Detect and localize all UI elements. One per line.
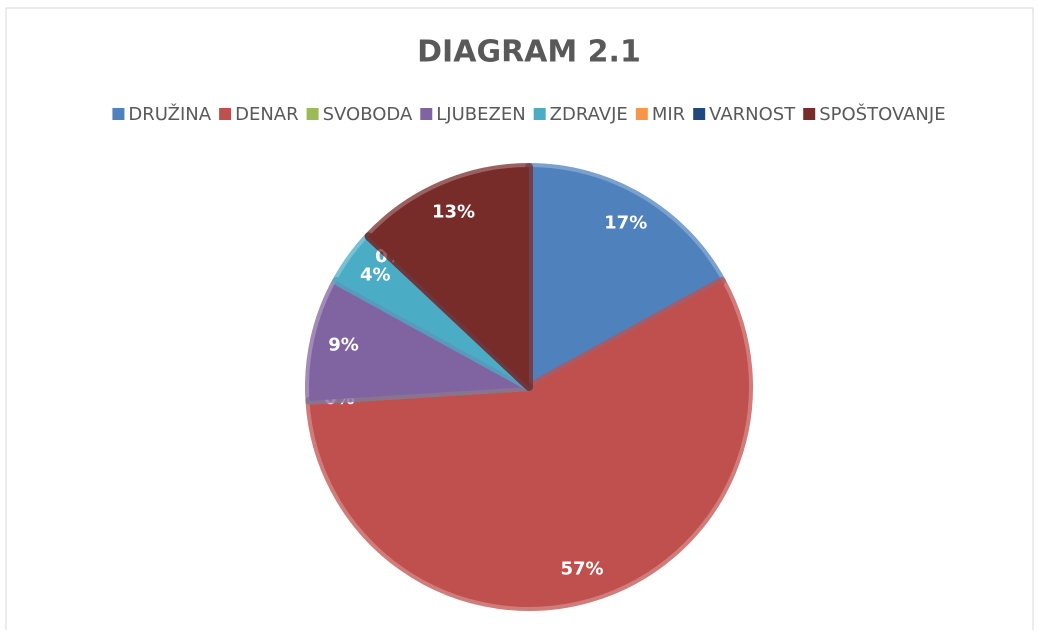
pie-slice (305, 277, 533, 405)
legend-label: SVOBODA (323, 104, 413, 125)
legend-swatch (803, 108, 816, 120)
data-label: 4% (360, 264, 391, 285)
pie-slice (525, 163, 726, 391)
legend-swatch (693, 108, 706, 120)
legend-swatch (635, 108, 648, 120)
chart-title: DIAGRAM 2.1 (417, 35, 641, 70)
legend-swatch (420, 108, 433, 120)
legend-swatch (533, 108, 546, 120)
pie-slice (305, 277, 753, 611)
pie-slice (364, 163, 533, 391)
legend-swatch (219, 108, 232, 120)
legend-swatch (306, 108, 319, 120)
legend-label: MIR (652, 104, 685, 125)
legend-label: VARNOST (709, 104, 796, 125)
data-label: 57% (560, 558, 603, 579)
data-label: 13% (432, 202, 475, 223)
legend-label: SPOŠTOVANJE (819, 103, 945, 125)
legend-swatch (112, 108, 125, 120)
legend-label: DENAR (235, 104, 299, 125)
legend-label: LJUBEZEN (436, 104, 525, 125)
legend: DRUŽINA DENAR SVOBODA LJUBEZEN ZDRAVJE MIR VAR… (112, 103, 946, 125)
data-label: 9% (328, 335, 359, 356)
data-label: 17% (604, 212, 647, 233)
legend-label: ZDRAVJE (550, 104, 628, 125)
legend-label: DRUŽINA (128, 103, 211, 125)
